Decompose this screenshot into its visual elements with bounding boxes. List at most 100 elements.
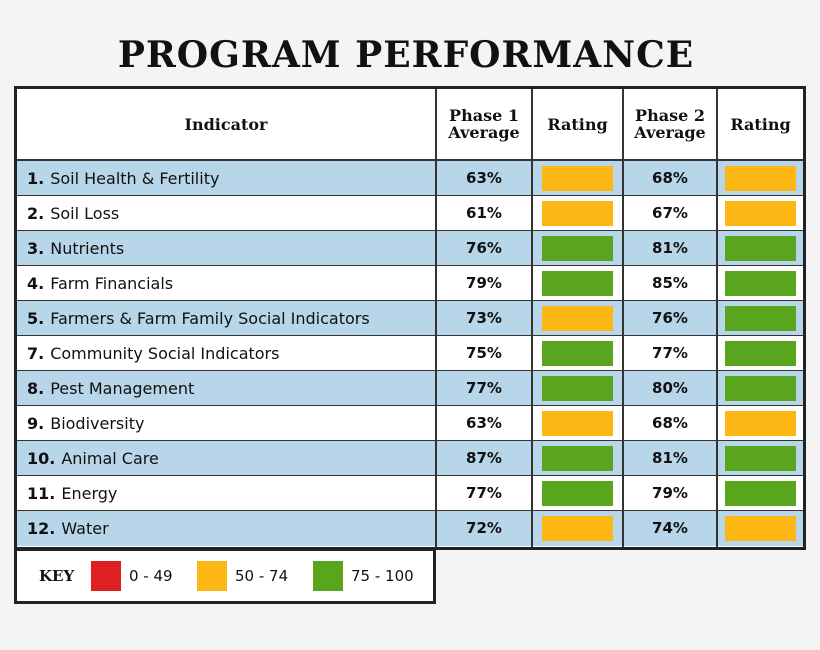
phase1-average-value: 73% (466, 309, 502, 327)
indicator-name: Farm Financials (50, 274, 174, 293)
phase2-rating-swatch (725, 341, 796, 366)
header-indicator: Indicator (184, 114, 268, 134)
phase1-average-value: 61% (466, 204, 502, 222)
table-row: 3. Nutrients 76% 81% (17, 231, 803, 266)
table-row: 4. Farm Financials 79% 85% (17, 266, 803, 301)
row-divider (17, 475, 803, 476)
phase1-rating-swatch (542, 306, 613, 331)
phase2-rating-swatch (725, 411, 796, 436)
row-divider (17, 195, 803, 196)
table-row: 2. Soil Loss 61% 67% (17, 196, 803, 231)
row-divider (17, 370, 803, 371)
phase1-average-value: 63% (466, 414, 502, 432)
phase2-average-value: 85% (652, 274, 688, 292)
table-row: 12. Water 72% 74% (17, 511, 803, 546)
phase2-average-value: 68% (652, 169, 688, 187)
phase1-average-value: 79% (466, 274, 502, 292)
phase1-average-value: 77% (466, 379, 502, 397)
phase1-rating-swatch (542, 166, 613, 191)
phase2-average-value: 67% (652, 204, 688, 222)
indicator-number: 12. (27, 519, 56, 538)
key-label-green: 75 - 100 (351, 567, 414, 585)
header-rating-1: Rating (547, 114, 608, 134)
header-rating-2: Rating (730, 114, 791, 134)
row-divider (17, 405, 803, 406)
phase1-rating-swatch (542, 446, 613, 471)
phase2-rating-swatch (725, 516, 796, 541)
indicator-number: 10. (27, 449, 56, 468)
indicator-name: Nutrients (50, 239, 125, 258)
indicator-cell: 5. Farmers & Farm Family Social Indicator… (27, 301, 370, 336)
indicator-cell: 9. Biodiversity (27, 406, 144, 441)
phase1-average-value: 63% (466, 169, 502, 187)
phase2-rating-swatch (725, 166, 796, 191)
indicator-cell: 4. Farm Financials (27, 266, 173, 301)
indicator-name: Water (61, 519, 109, 538)
indicator-number: 7. (27, 344, 45, 363)
header-phase1-label: Phase 1 Average (448, 106, 520, 142)
row-divider (17, 265, 803, 266)
indicator-number: 9. (27, 414, 45, 433)
phase1-average-value: 72% (466, 519, 502, 537)
row-divider (17, 300, 803, 301)
indicator-name: Animal Care (61, 449, 159, 468)
row-divider (17, 335, 803, 336)
indicator-number: 3. (27, 239, 45, 258)
table-row: 1. Soil Health & Fertility 63% 68% (17, 161, 803, 196)
phase2-rating-swatch (725, 306, 796, 331)
indicator-cell: 11. Energy (27, 476, 117, 511)
header-divider (17, 159, 803, 161)
indicator-number: 4. (27, 274, 45, 293)
table-row: 8. Pest Management 77% 80% (17, 371, 803, 406)
key-swatch-red (91, 561, 121, 591)
row-divider (17, 440, 803, 441)
phase1-average-value: 76% (466, 239, 502, 257)
indicator-cell: 7. Community Social Indicators (27, 336, 279, 371)
indicator-cell: 3. Nutrients (27, 231, 124, 266)
indicator-number: 2. (27, 204, 45, 223)
phase2-rating-swatch (725, 481, 796, 506)
key-label-red: 0 - 49 (129, 567, 173, 585)
indicator-name: Farmers & Farm Family Social Indicators (50, 309, 370, 328)
indicator-number: 1. (27, 169, 45, 188)
table-row: 9. Biodiversity 63% 68% (17, 406, 803, 441)
indicator-name: Biodiversity (50, 414, 145, 433)
indicator-name: Energy (61, 484, 118, 503)
phase2-average-value: 68% (652, 414, 688, 432)
phase1-rating-swatch (542, 516, 613, 541)
key-label-orange: 50 - 74 (235, 567, 289, 585)
phase1-rating-swatch (542, 481, 613, 506)
indicator-name: Soil Health & Fertility (50, 169, 220, 188)
indicator-number: 11. (27, 484, 56, 503)
indicator-cell: 1. Soil Health & Fertility (27, 161, 219, 196)
phase2-rating-swatch (725, 376, 796, 401)
header-phase2-average: Phase 2 Average (624, 89, 716, 159)
header-phase1-average: Phase 1 Average (437, 89, 531, 159)
indicator-cell: 12. Water (27, 511, 109, 546)
column-divider (622, 89, 624, 547)
indicator-cell: 2. Soil Loss (27, 196, 119, 231)
phase1-rating-swatch (542, 411, 613, 436)
phase2-average-value: 77% (652, 344, 688, 362)
indicator-cell: 10. Animal Care (27, 441, 159, 476)
table-row: 5. Farmers & Farm Family Social Indicator… (17, 301, 803, 336)
indicator-name: Soil Loss (50, 204, 120, 223)
indicator-name: Pest Management (50, 379, 195, 398)
phase1-rating-swatch (542, 201, 613, 226)
table-row: 7. Community Social Indicators 75% 77% (17, 336, 803, 371)
phase2-rating-swatch (725, 201, 796, 226)
indicator-number: 5. (27, 309, 45, 328)
phase1-average-value: 75% (466, 344, 502, 362)
row-divider (17, 230, 803, 231)
key-swatch-orange (197, 561, 227, 591)
indicator-cell: 8. Pest Management (27, 371, 194, 406)
phase2-average-value: 80% (652, 379, 688, 397)
phase1-rating-swatch (542, 341, 613, 366)
row-divider (17, 510, 803, 511)
table-row: 10. Animal Care 87% 81% (17, 441, 803, 476)
indicator-number: 8. (27, 379, 45, 398)
phase2-rating-swatch (725, 236, 796, 261)
phase2-average-value: 81% (652, 239, 688, 257)
key-swatch-green (313, 561, 343, 591)
phase1-average-value: 77% (466, 484, 502, 502)
